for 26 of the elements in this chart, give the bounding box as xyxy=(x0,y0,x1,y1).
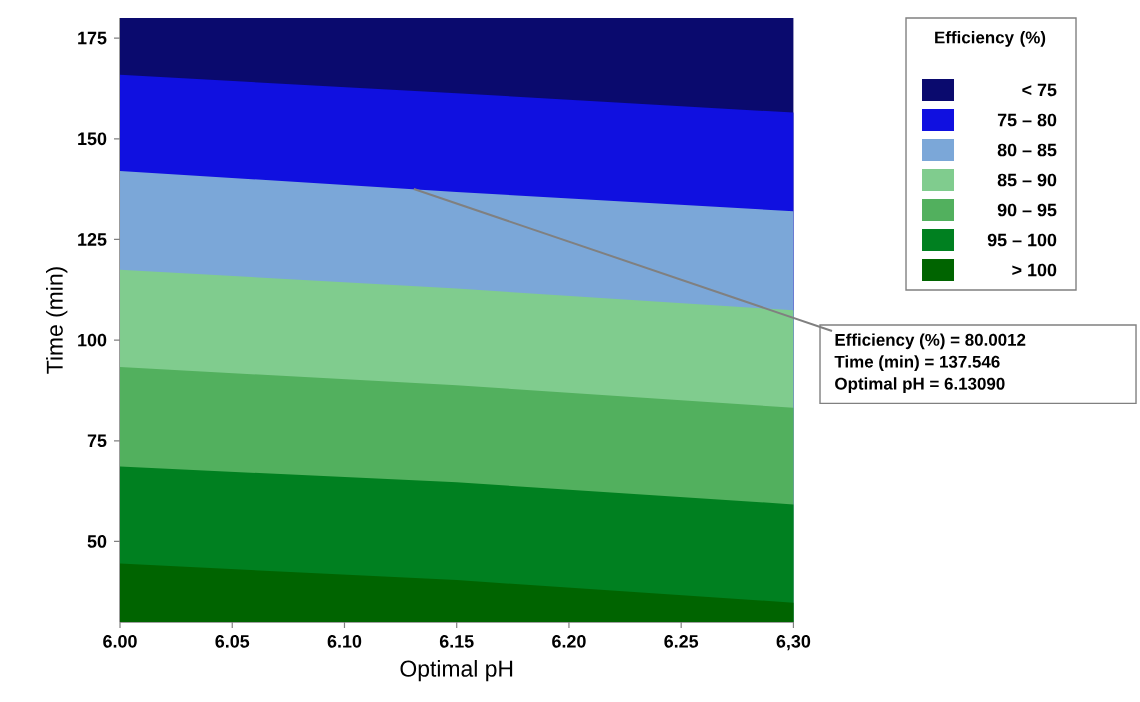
text: 80 – 85 xyxy=(997,143,1057,157)
text: > 100 xyxy=(1012,263,1057,277)
x-tick-label: 6,30 xyxy=(776,635,811,651)
legend-title: Efficiency (%) xyxy=(935,31,1046,47)
y-tick-label: 125 xyxy=(78,233,107,246)
y-tick-label: 50 xyxy=(87,535,107,548)
x-tick-label: 6.20 xyxy=(552,635,586,648)
text: < 75 xyxy=(1022,83,1057,97)
y-tick-label: 150 xyxy=(78,132,107,146)
annotation: Efficiency (%) = 80.0012 xyxy=(835,333,1026,350)
x-tick-label: 6.00 xyxy=(103,635,137,648)
text: 75 – 80 xyxy=(997,113,1057,127)
x-axis-title: Optimal pH xyxy=(400,660,513,682)
text: Time (min) = 137.546 xyxy=(834,355,1000,372)
y-tick-label: 100 xyxy=(78,333,107,347)
text: 90 – 95 xyxy=(997,203,1057,217)
legend-label: 95 – 100 xyxy=(987,233,1057,247)
text: 85 – 90 xyxy=(997,173,1057,187)
x-tick-label: 6.15 xyxy=(439,635,474,648)
y-tick-label: 175 xyxy=(78,31,107,45)
x-tick-label: 6.05 xyxy=(215,635,250,648)
text: Optimal pH = 6.13090 xyxy=(835,377,1005,394)
x-tick-label: 6.25 xyxy=(664,635,699,648)
x-tick-label: 6.10 xyxy=(327,635,362,648)
y-tick-label: 75 xyxy=(87,434,107,448)
y-axis-title: Time (min) xyxy=(46,267,68,374)
